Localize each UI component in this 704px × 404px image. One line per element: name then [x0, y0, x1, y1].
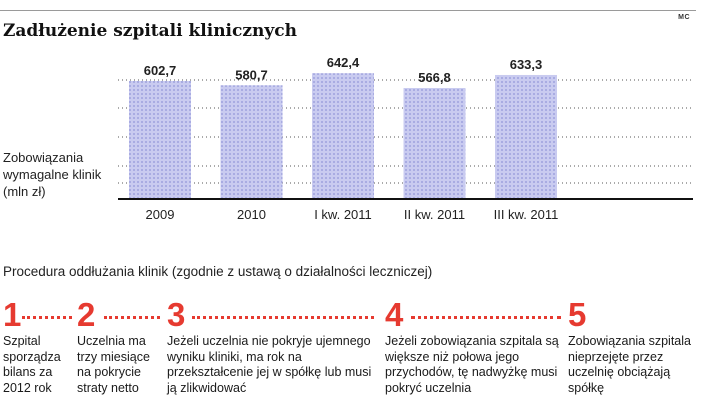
- step-number: 4: [385, 298, 403, 332]
- dotted-connector: [22, 316, 72, 319]
- step-text: Jeżeli zobowiązania szpitala są większe …: [385, 334, 563, 396]
- bar: [221, 85, 283, 199]
- step-text: Szpital sporządza bilans za 2012 rok: [3, 334, 75, 396]
- step-text: Jeżeli uczelnia nie pokryje ujemnego wyn…: [167, 334, 379, 396]
- step-text: Uczelnia ma trzy miesiące na pokrycie st…: [77, 334, 165, 396]
- data-label: 642,4: [327, 55, 360, 70]
- x-tick-label: III kw. 2011: [494, 207, 559, 222]
- bar: [129, 81, 191, 199]
- bar: [404, 88, 466, 199]
- x-tick-label: 2009: [146, 207, 175, 222]
- data-label: 602,7: [144, 63, 177, 78]
- x-tick-label: II kw. 2011: [404, 207, 465, 222]
- procedure-title: Procedura oddłużania klinik (zgodnie z u…: [3, 264, 432, 279]
- data-label: 580,7: [235, 67, 268, 82]
- bar: [495, 75, 557, 199]
- dotted-connector: [192, 316, 374, 319]
- bar: [312, 73, 374, 199]
- data-label: 566,8: [418, 70, 451, 85]
- bar-chart: 602,7 2009 580,7 2010 642,4 I kw. 2011 566,8 II…: [0, 0, 704, 230]
- step-text: Zobowiązania szpitala nieprzejęte przez …: [568, 334, 698, 396]
- x-tick-label: I kw. 2011: [314, 207, 372, 222]
- step-number: 2: [77, 298, 95, 332]
- step-number: 3: [167, 298, 185, 332]
- dotted-connector: [104, 316, 160, 319]
- step-number: 1: [3, 298, 21, 332]
- dotted-connector: [411, 316, 561, 319]
- data-label: 633,3: [510, 57, 543, 72]
- x-tick-label: 2010: [237, 207, 266, 222]
- step-number: 5: [568, 298, 586, 332]
